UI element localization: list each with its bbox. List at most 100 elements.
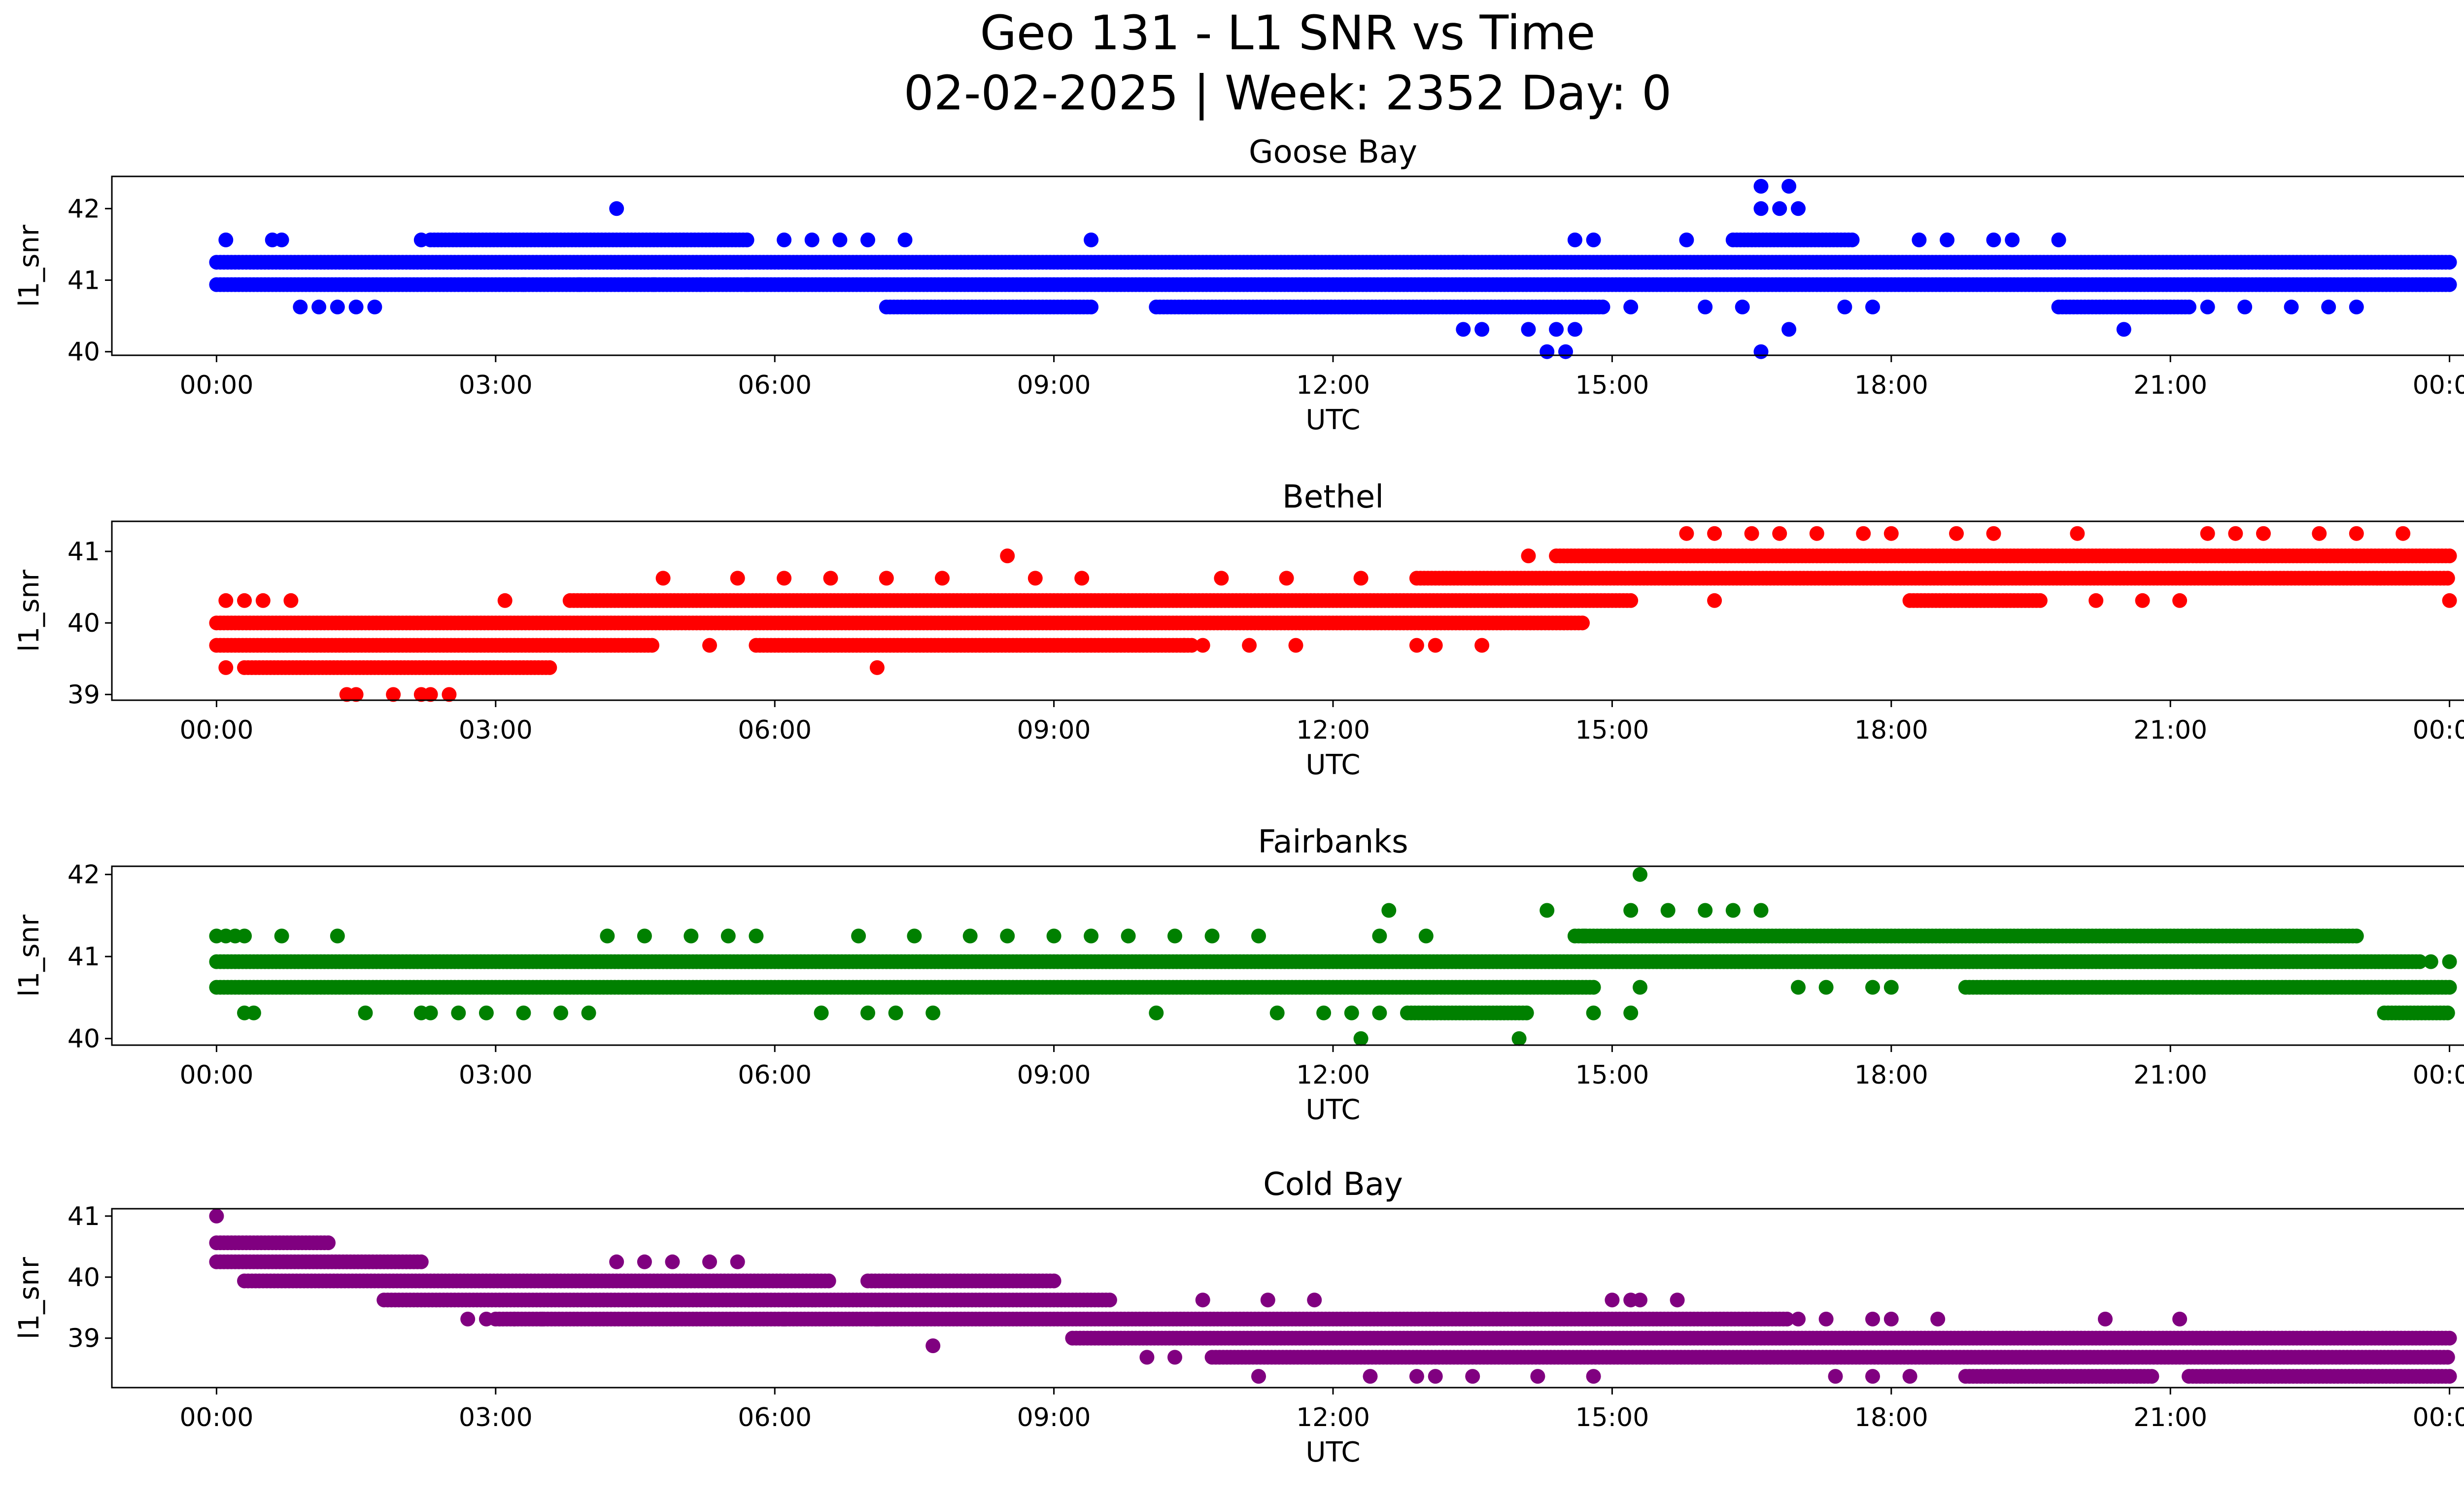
data-point — [1540, 344, 1554, 359]
x-tick-label: 12:00 — [1296, 371, 1370, 400]
data-point — [2200, 526, 2215, 541]
x-tick-label: 09:00 — [1017, 371, 1091, 400]
data-point — [1456, 322, 1471, 337]
data-point — [2312, 526, 2327, 541]
data-point — [1772, 201, 1787, 216]
data-point — [1344, 1006, 1359, 1021]
x-tick-label: 21:00 — [2133, 371, 2207, 400]
data-point — [2172, 593, 2187, 608]
y-tick-label: 41 — [68, 537, 100, 567]
data-point — [2135, 593, 2150, 608]
panel-title: Fairbanks — [1258, 824, 1408, 860]
data-point — [2200, 300, 2215, 314]
data-point — [423, 1006, 438, 1021]
x-tick-label: 15:00 — [1575, 371, 1649, 400]
x-tick-label: 06:00 — [738, 715, 812, 745]
data-point — [330, 929, 345, 944]
data-point — [1707, 526, 1722, 541]
data-point — [1819, 980, 1834, 995]
data-point — [1679, 526, 1694, 541]
data-point — [1884, 980, 1899, 995]
panel-title: Bethel — [1282, 479, 1384, 515]
data-point — [582, 1006, 596, 1021]
data-point — [1940, 233, 1954, 247]
data-point — [2349, 929, 2364, 944]
data-point — [1205, 929, 1220, 944]
data-point — [1196, 638, 1210, 653]
x-tick-label: 09:00 — [1017, 1060, 1091, 1090]
data-point — [821, 1274, 836, 1289]
data-point — [2396, 526, 2410, 541]
x-tick-label: 18:00 — [1854, 371, 1928, 400]
data-point — [218, 233, 233, 247]
data-point — [1307, 255, 1322, 270]
x-tick-label: 09:00 — [1017, 715, 1091, 745]
data-point — [237, 593, 252, 608]
y-axis-label: l1_snr — [13, 569, 45, 652]
data-point — [1623, 300, 1638, 314]
data-point — [1540, 903, 1554, 918]
data-point — [1372, 929, 1387, 944]
data-point — [1698, 903, 1712, 918]
x-tick-label: 21:00 — [2133, 1060, 2207, 1090]
data-point — [637, 929, 652, 944]
data-point — [1121, 929, 1136, 944]
data-point — [218, 593, 233, 608]
data-point — [2005, 233, 2019, 247]
data-point — [1354, 1031, 1369, 1046]
x-axis-label: UTC — [1305, 1094, 1360, 1126]
data-point — [2256, 526, 2271, 541]
data-point — [860, 233, 875, 247]
data-point — [777, 233, 791, 247]
x-tick-label: 18:00 — [1854, 715, 1928, 745]
data-point — [1726, 903, 1741, 918]
data-point — [2033, 593, 2048, 608]
y-tick-label: 40 — [68, 609, 100, 638]
chart-title-line1: Geo 131 - L1 SNR vs Time — [980, 5, 1596, 61]
data-point — [2349, 300, 2364, 314]
x-tick-label: 12:00 — [1296, 715, 1370, 745]
x-tick-label: 06:00 — [738, 371, 812, 400]
data-point — [1791, 980, 1806, 995]
data-point — [1754, 344, 1769, 359]
data-point — [1586, 233, 1601, 247]
data-point — [1661, 903, 1676, 918]
data-point — [1242, 638, 1257, 653]
data-point — [1316, 1006, 1331, 1021]
data-point — [256, 593, 271, 608]
data-point — [1986, 526, 2001, 541]
data-point — [1428, 638, 1443, 653]
data-point — [572, 277, 587, 292]
x-tick-label: 00:00 — [179, 1060, 253, 1090]
data-point — [1986, 233, 2001, 247]
data-point — [777, 571, 791, 585]
y-tick-label: 41 — [68, 942, 100, 972]
data-point — [246, 1006, 261, 1021]
x-axis-label: UTC — [1305, 749, 1360, 781]
data-point — [935, 571, 950, 585]
data-point — [1419, 929, 1434, 944]
data-point — [1521, 322, 1536, 337]
x-tick-label: 00:00 — [179, 715, 253, 745]
data-point — [647, 277, 661, 292]
chart-title-line2: 02-02-2025 | Week: 2352 Day: 0 — [904, 66, 1672, 121]
data-point — [1084, 300, 1098, 314]
x-tick-label: 18:00 — [1854, 1060, 1928, 1090]
x-tick-label: 00:00 — [2413, 371, 2464, 400]
data-point — [2321, 300, 2336, 314]
data-point — [1149, 1006, 1164, 1021]
data-point — [2424, 954, 2438, 969]
data-point — [879, 571, 894, 585]
x-axis-label: UTC — [1305, 404, 1360, 436]
y-axis-label: l1_snr — [13, 1257, 45, 1339]
data-point — [1754, 201, 1769, 216]
data-point — [1568, 233, 1582, 247]
data-point — [609, 201, 624, 216]
data-point — [749, 929, 763, 944]
data-point — [516, 277, 531, 292]
data-point — [1568, 322, 1582, 337]
data-point — [730, 571, 745, 585]
data-point — [860, 1006, 875, 1021]
data-point — [1167, 929, 1182, 944]
data-point — [274, 233, 289, 247]
